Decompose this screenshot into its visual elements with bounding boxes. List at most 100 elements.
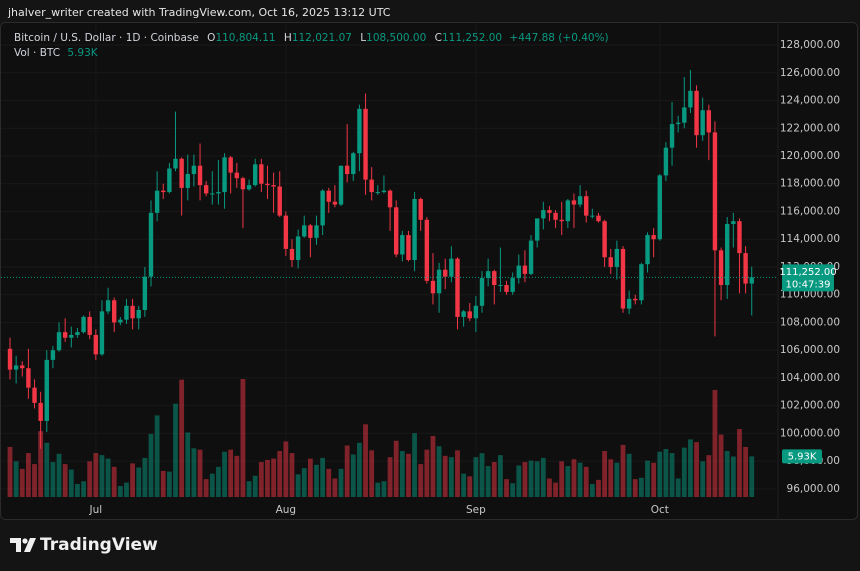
y-tick-label: 122,000.00 (780, 122, 840, 134)
volume-bar (124, 482, 129, 497)
candle-body (449, 258, 454, 277)
candle-body (559, 219, 564, 222)
ohlc-row: Bitcoin / U.S. Dollar · 1D · Coinbase O1… (14, 31, 609, 46)
volume-bar (565, 466, 571, 497)
candle-body (332, 201, 338, 205)
candle-body (314, 225, 319, 238)
volume-bar (675, 478, 681, 497)
volume-bar (681, 447, 687, 497)
volume-bar (166, 471, 172, 497)
volume-bar (663, 448, 669, 497)
volume-bar (326, 468, 332, 497)
volume-bar (68, 469, 74, 497)
volume-bar (522, 462, 528, 497)
candle-body (602, 221, 607, 258)
volume-bar (62, 464, 68, 497)
volume-bar (234, 455, 240, 497)
volume-bar (436, 446, 442, 497)
candle-body (253, 164, 258, 186)
candle-body (81, 316, 86, 333)
y-tick-label: 128,000.00 (780, 39, 840, 51)
volume-bar (179, 379, 185, 497)
candle-body (13, 365, 19, 370)
candle-body (547, 210, 552, 213)
candle-body (510, 278, 515, 292)
low-value: 108,500.00 (366, 32, 427, 44)
candle-body (20, 365, 25, 369)
volume-bar (602, 451, 608, 497)
candle-body (633, 298, 638, 301)
x-tick-label: Oct (651, 504, 669, 516)
candle-body (375, 192, 380, 194)
volume-bar (38, 431, 44, 497)
volume-bar (314, 464, 319, 497)
x-tick-label: Sep (466, 504, 486, 516)
volume-bar (540, 457, 546, 497)
candle-body (38, 402, 43, 421)
close-key: C (434, 32, 442, 44)
watermark: jhalver_writer created with TradingView.… (8, 6, 391, 19)
candle-body (492, 271, 497, 285)
candle-body (534, 218, 540, 241)
logo[interactable]: TradingView (10, 535, 158, 555)
candle-body (700, 110, 705, 136)
candle-body (130, 305, 135, 319)
volume-bar (632, 479, 638, 497)
candle-body (393, 207, 399, 255)
candle-body (400, 235, 405, 255)
legend: Bitcoin / U.S. Dollar · 1D · Coinbase O1… (14, 31, 609, 61)
volume-bar (154, 415, 160, 497)
candle-body (265, 183, 270, 186)
candle-body (118, 319, 123, 323)
volume-label: 5.93K (788, 451, 817, 462)
candle-body (228, 157, 233, 173)
candle-body (430, 280, 436, 294)
volume-bar (252, 475, 258, 497)
candle-body (283, 215, 289, 249)
logo-mark (10, 538, 36, 552)
candle-body (295, 236, 301, 261)
candle-body (626, 298, 632, 309)
volume-bar (749, 456, 755, 497)
volume-bar (406, 453, 411, 497)
volume-bar (461, 473, 467, 497)
candle-body (167, 168, 172, 193)
volume-bar (528, 460, 534, 497)
candle-body (105, 300, 111, 312)
low-key: L (360, 32, 367, 44)
candle-body (142, 276, 148, 310)
candle-body (320, 190, 325, 226)
y-tick-label: 110,000.00 (780, 289, 840, 301)
candle-body (216, 192, 221, 194)
candle-body (406, 235, 411, 261)
candle-body (577, 196, 583, 205)
volume-value: 5.93K (67, 47, 98, 59)
volume-bar (50, 462, 56, 497)
candle-body (682, 107, 687, 123)
volume-bar (228, 449, 234, 497)
volume-bar (75, 483, 80, 497)
candle-body (522, 265, 528, 274)
candle-body (179, 158, 184, 188)
candle-body (338, 165, 344, 205)
candle-body (461, 311, 466, 317)
candle-body (99, 311, 105, 355)
candle-body (87, 316, 92, 335)
volume-bar (718, 434, 724, 497)
volume-bar (596, 479, 601, 497)
volume-bar (669, 453, 675, 497)
candle-body (173, 158, 178, 169)
volume-bar (467, 476, 473, 497)
candle-body (161, 190, 166, 193)
y-tick-label: 106,000.00 (780, 344, 840, 356)
candle-body (308, 225, 313, 238)
volume-bar (559, 461, 565, 497)
volume-bar (381, 481, 387, 497)
candle-body (718, 250, 724, 285)
volume-bar (448, 457, 454, 497)
x-tick-label: Aug (276, 504, 297, 516)
candle-body (62, 332, 68, 338)
volume-bar (534, 461, 540, 497)
volume-bar (479, 453, 485, 497)
volume-bar (320, 457, 326, 497)
